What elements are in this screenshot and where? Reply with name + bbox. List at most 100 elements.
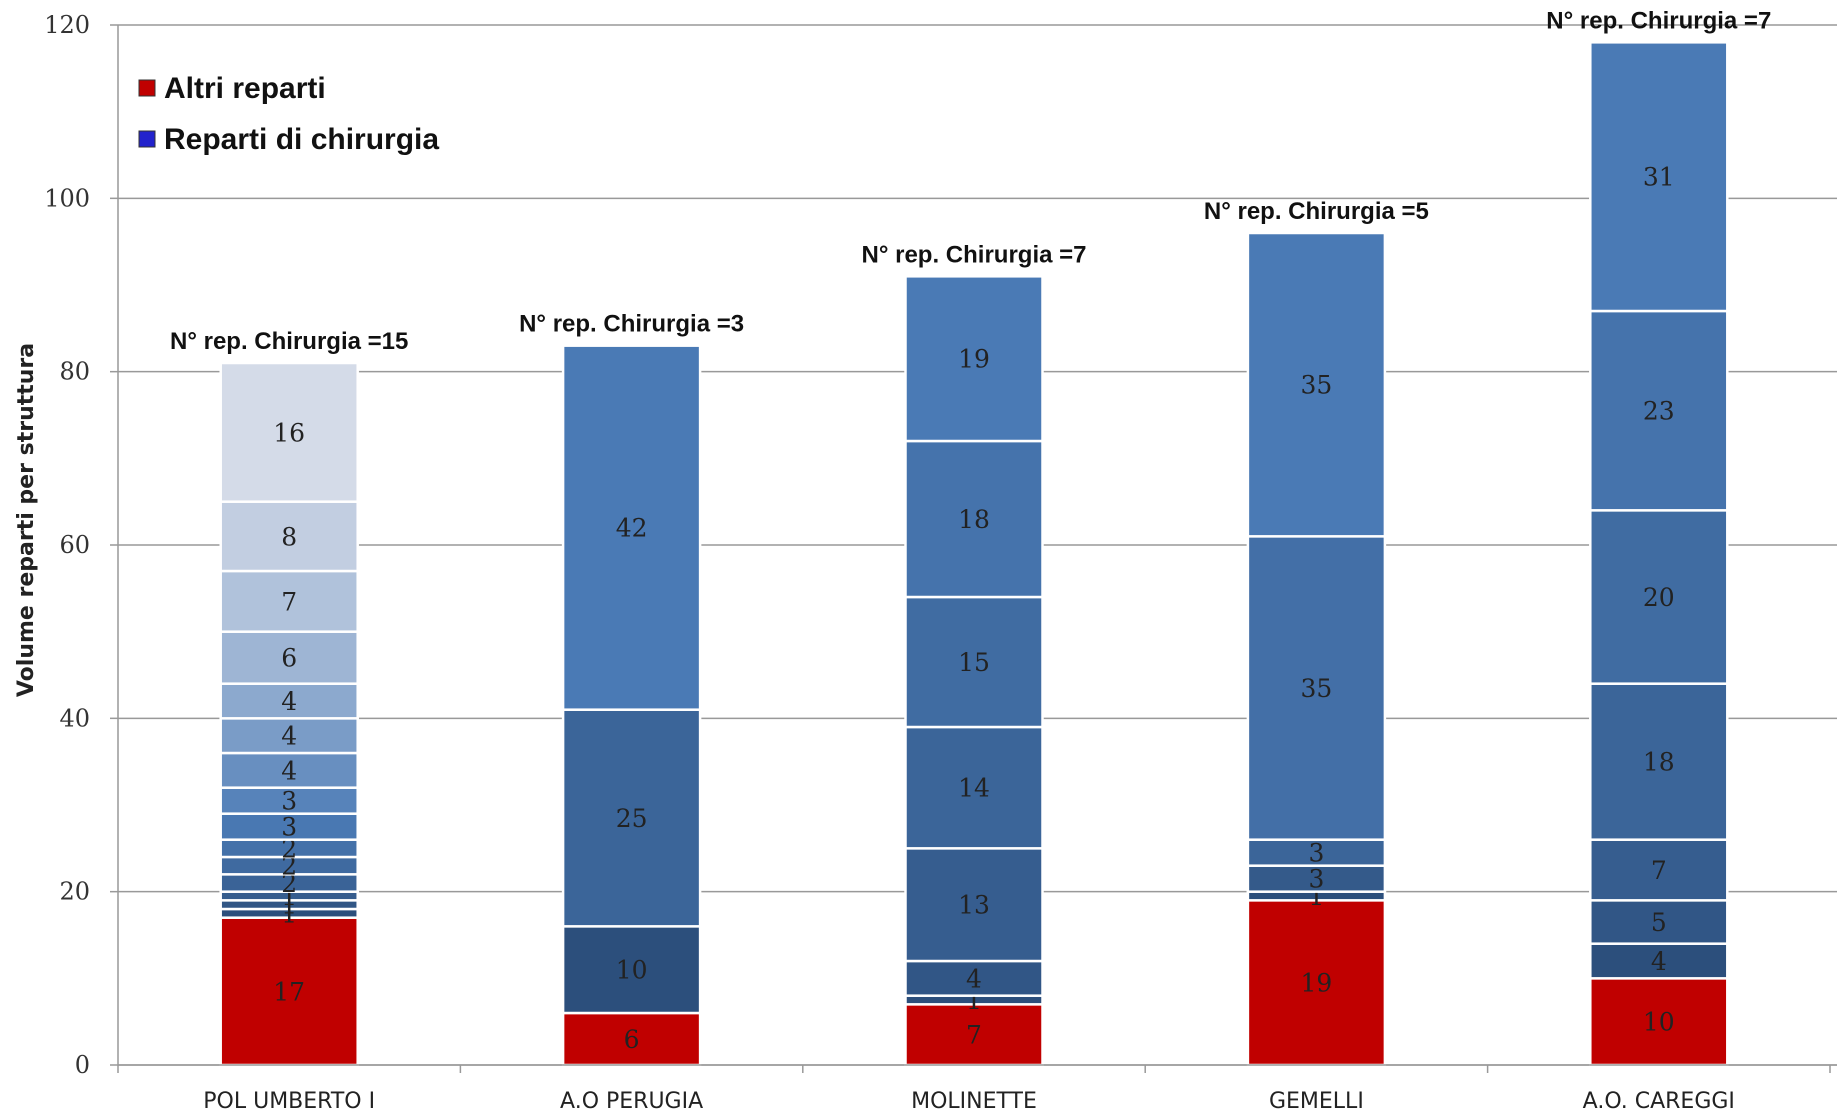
segment-value-label: 20 <box>1643 583 1675 612</box>
y-tick-label: 120 <box>44 11 90 39</box>
bar-segment-chirurgia <box>1246 231 1387 538</box>
bar-segment-chirurgia <box>219 500 359 573</box>
bar-segment-chirurgia <box>219 569 359 633</box>
segment-value-label: 4 <box>281 687 297 716</box>
segment-value-label: 7 <box>281 587 297 616</box>
y-tick-label: 100 <box>44 184 90 212</box>
bar-segment-altri <box>1246 899 1387 1067</box>
x-category-label: POL UMBERTO I <box>203 1089 375 1114</box>
segment-value-label: 7 <box>966 1021 982 1050</box>
segment-value-label: 6 <box>624 1025 640 1054</box>
bar-segment-chirurgia <box>219 630 359 685</box>
segment-value-label: 8 <box>281 522 297 551</box>
segment-value-label: 35 <box>1300 674 1332 703</box>
bar-annotation: N° rep. Chirurgia =7 <box>862 241 1087 268</box>
bar-annotation: N° rep. Chirurgia =15 <box>170 328 408 355</box>
y-tick-label: 80 <box>59 358 90 386</box>
segment-value-label: 5 <box>1651 908 1667 937</box>
bar-segment-chirurgia <box>219 682 359 720</box>
legend-swatch <box>138 79 156 97</box>
segment-value-label: 19 <box>958 345 990 374</box>
bar-segment-chirurgia <box>219 361 359 503</box>
segment-value-label: 14 <box>958 774 990 803</box>
segment-value-label: 25 <box>616 804 648 833</box>
x-category-label: MOLINETTE <box>911 1089 1037 1114</box>
bar-stack: 10 4 5 7 18 20 23 31 <box>1589 41 1729 1067</box>
bar-segment-chirurgia <box>904 275 1044 443</box>
y-tick-label: 0 <box>75 1051 90 1079</box>
bar-segment-chirurgia <box>1589 509 1729 685</box>
segment-value-label: 13 <box>958 891 990 920</box>
x-axis: POL UMBERTO I A.O PERUGIA MOLINETTE GEMELLI… <box>117 1064 1837 1114</box>
bar-annotations: N° rep. Chirurgia =15 N° rep. Chirurgia =… <box>170 7 1771 355</box>
x-category-label: A.O. CAREGGI <box>1583 1089 1735 1114</box>
bars: 1711122233444678166102542714131415181919… <box>219 41 1729 1067</box>
bar-segment-chirurgia <box>561 925 702 1015</box>
segment-value-label: 7 <box>1651 856 1667 885</box>
segment-value-label: 2 <box>281 834 297 863</box>
legend-label: Altri reparti <box>164 72 326 105</box>
segment-value-label: 3 <box>1308 865 1324 894</box>
segment-value-label: 4 <box>281 722 297 751</box>
segment-value-label: 35 <box>1300 371 1332 400</box>
segment-value-label: 3 <box>1308 839 1324 868</box>
bar-segment-altri <box>1589 977 1729 1067</box>
x-category-label: A.O PERUGIA <box>560 1089 703 1114</box>
bar-annotation: N° rep. Chirurgia =7 <box>1546 7 1771 34</box>
segment-value-label: 18 <box>1643 748 1675 777</box>
bar-segment-chirurgia <box>904 847 1044 963</box>
segment-value-label: 15 <box>958 648 990 677</box>
segment-value-label: 23 <box>1643 397 1675 426</box>
segment-value-label: 19 <box>1300 969 1332 998</box>
bar-segment-altri <box>904 1003 1044 1067</box>
segment-value-label: 3 <box>281 813 297 842</box>
bar-segment-chirurgia <box>1589 309 1729 512</box>
legend-swatch <box>138 130 156 148</box>
bar-segment-chirurgia <box>904 439 1044 599</box>
segment-value-label: 10 <box>1643 1008 1675 1037</box>
bar-segment-chirurgia <box>1589 942 1729 980</box>
segment-value-label: 4 <box>1651 947 1667 976</box>
segment-value-label: 31 <box>1643 163 1675 192</box>
segment-value-label: 4 <box>281 756 297 785</box>
y-axis-ticks: 0 20 40 60 80 100 120 <box>44 11 119 1079</box>
y-tick-label: 40 <box>59 704 90 732</box>
bar-segment-chirurgia <box>1246 535 1387 841</box>
segment-value-label: 18 <box>958 505 990 534</box>
bar-segment-chirurgia <box>1589 838 1729 902</box>
bar-segment-chirurgia <box>1246 838 1387 867</box>
legend-label: Reparti di chirurgia <box>164 123 439 156</box>
segment-value-label: 10 <box>616 956 648 985</box>
bar-segment-chirurgia <box>904 959 1044 997</box>
segment-value-label: 16 <box>273 418 305 447</box>
segment-value-label: 42 <box>616 514 648 543</box>
bar-segment-chirurgia <box>219 751 359 789</box>
bar-annotation: N° rep. Chirurgia =3 <box>519 311 744 338</box>
segment-value-label: 3 <box>281 787 297 816</box>
bar-segment-chirurgia <box>904 595 1044 729</box>
bar-segment-altri <box>219 916 359 1067</box>
bar-segment-chirurgia <box>1589 682 1729 841</box>
bar-segment-chirurgia <box>219 812 359 841</box>
legend: Altri reparti Reparti di chirurgia <box>138 72 439 156</box>
segment-value-label: 17 <box>273 977 305 1006</box>
bar-segment-chirurgia <box>561 344 702 711</box>
segment-value-label: 2 <box>281 852 297 881</box>
segment-value-label: 4 <box>966 964 982 993</box>
bar-segment-altri <box>561 1011 702 1067</box>
bar-stack: 6 10 25 42 <box>561 344 702 1067</box>
x-category-label: GEMELLI <box>1269 1089 1364 1114</box>
y-tick-label: 60 <box>59 531 90 559</box>
bar-annotation: N° rep. Chirurgia =5 <box>1204 198 1429 225</box>
bar-segment-chirurgia <box>219 786 359 815</box>
y-axis-label: Volume reparti per struttura <box>14 343 39 697</box>
bar-segment-chirurgia <box>904 725 1044 850</box>
segment-value-label: 2 <box>281 869 297 898</box>
segment-value-label: 6 <box>281 644 297 673</box>
bar-segment-chirurgia <box>1589 41 1729 313</box>
y-tick-label: 20 <box>59 878 90 906</box>
